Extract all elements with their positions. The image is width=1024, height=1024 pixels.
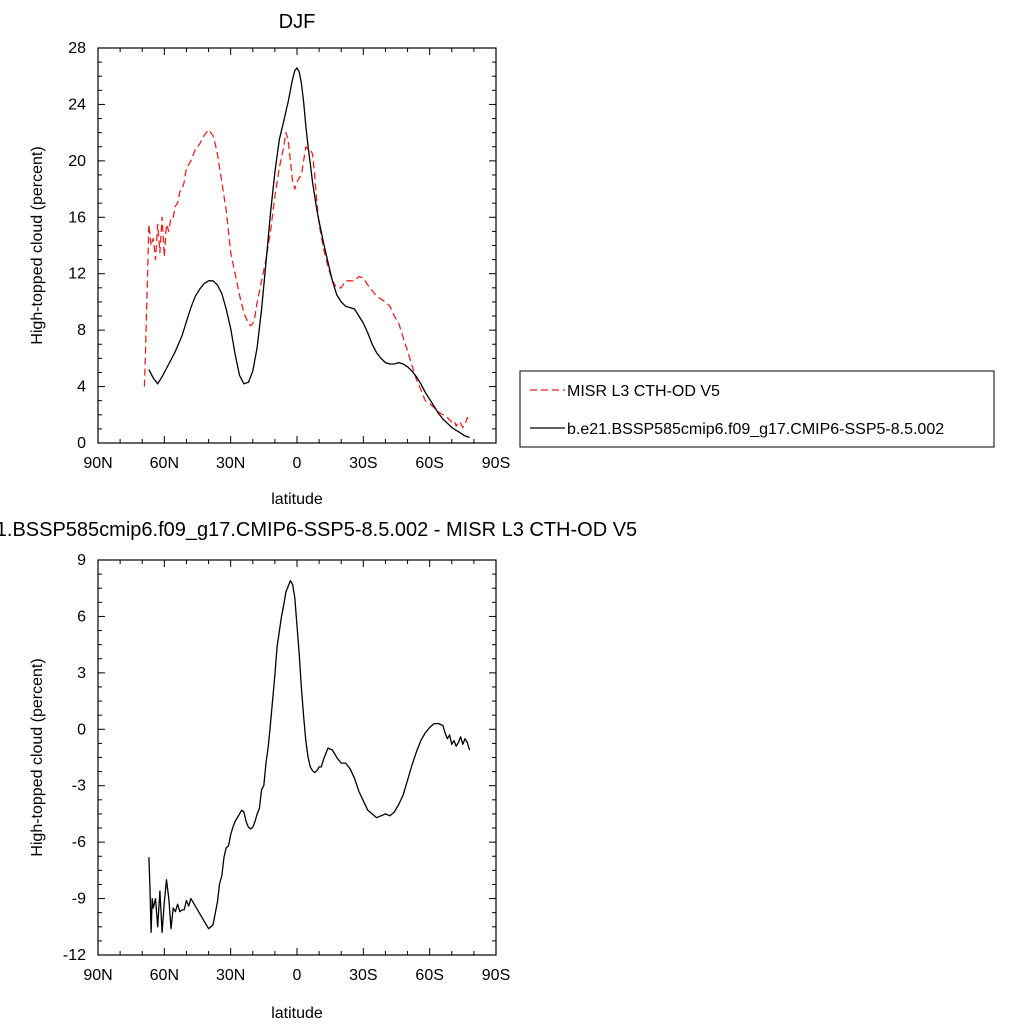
- x-tick-label: 90S: [482, 967, 510, 984]
- x-tick-label: 30N: [216, 967, 245, 984]
- x-tick-label: 0: [293, 455, 302, 472]
- chart-title: b.e21.BSSP585cmip6.f09_g17.CMIP6-SSP5-8.…: [0, 519, 637, 541]
- x-axis-label: latitude: [271, 491, 323, 508]
- y-tick-label: 6: [77, 608, 86, 625]
- chart-1: DJF 90N 60N 30N 0 30S 60S 90S 0 4 8 12 16 20 24 28 latit…: [29, 11, 995, 508]
- y-tick-label: 24: [68, 96, 86, 113]
- y-tick-label: 4: [77, 379, 86, 396]
- series-line-1: [148, 580, 471, 934]
- y-tick-label: 3: [77, 665, 86, 682]
- x-tick-label: 30S: [349, 455, 377, 472]
- x-tick-label: 90N: [83, 455, 112, 472]
- legend-entry: MISR L3 CTH-OD V5: [567, 383, 720, 400]
- x-tick-label: 90N: [83, 967, 112, 984]
- legend: MISR L3 CTH-OD V5 b.e21.BSSP585cmip6.f09_…: [519, 370, 995, 448]
- x-tick-label: 60N: [150, 455, 179, 472]
- x-tick-label: 0: [293, 967, 302, 984]
- legend-entry: b.e21.BSSP585cmip6.f09_g17.CMIP6-SSP5-8.…: [567, 421, 944, 438]
- y-tick-label: 16: [68, 209, 86, 226]
- x-tick-label: 30S: [349, 967, 377, 984]
- y-tick-label: 0: [77, 721, 86, 738]
- y-axis-label: High-topped cloud (percent): [29, 146, 46, 344]
- y-tick-label: 0: [77, 435, 86, 452]
- x-tick-label: 30N: [216, 455, 245, 472]
- chart-title: DJF: [279, 11, 316, 33]
- y-tick-label: 28: [68, 40, 86, 57]
- x-tick-label: 90S: [482, 455, 510, 472]
- x-tick-label: 60S: [415, 455, 443, 472]
- y-tick-label: 20: [68, 153, 86, 170]
- y-tick-label: -12: [63, 947, 86, 964]
- y-axis-label: High-topped cloud (percent): [29, 658, 46, 856]
- legend-box: [519, 370, 995, 448]
- y-tick-label: -9: [72, 891, 86, 908]
- y-tick-label: -3: [72, 778, 86, 795]
- x-tick-label: 60N: [150, 967, 179, 984]
- chart-2: b.e21.BSSP585cmip6.f09_g17.CMIP6-SSP5-8.…: [0, 519, 637, 1022]
- y-tick-label: 12: [68, 266, 86, 283]
- y-tick-label: 8: [77, 322, 86, 339]
- series-line-1: [143, 129, 471, 429]
- x-axis-label: latitude: [271, 1005, 323, 1022]
- y-tick-label: 9: [77, 552, 86, 569]
- series-line-2: [148, 67, 470, 439]
- x-tick-label: 60S: [415, 967, 443, 984]
- y-tick-label: -6: [72, 834, 86, 851]
